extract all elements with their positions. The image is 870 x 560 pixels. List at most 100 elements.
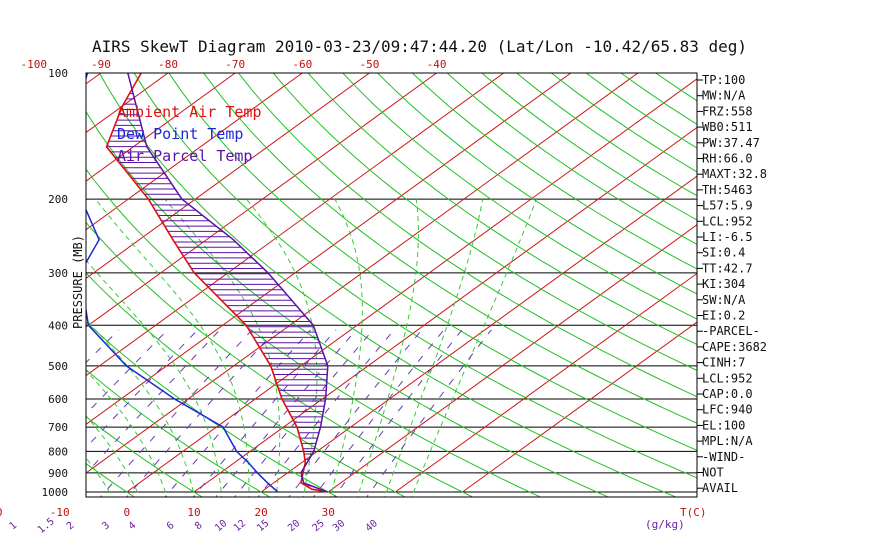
chart-title: AIRS SkewT Diagram 2010-03-23/09:47:44.2… (92, 37, 747, 56)
dry-adiabat-line (655, 73, 697, 102)
mixing-ratio-label: 4 (127, 520, 139, 532)
mixing-ratio-label: 1.5 (36, 516, 57, 536)
top-temp-tick-label: -60 (292, 58, 312, 71)
moist-adiabat-line (164, 198, 281, 497)
dry-adiabat-line (86, 221, 474, 497)
mixing-ratio-line (366, 329, 492, 497)
index-value: MAXT:32.8 (702, 167, 767, 181)
index-value: AVAIL (702, 481, 738, 495)
legend-entry: Dew Point Temp (117, 125, 243, 143)
bottom-temp-tick-label: -20 (0, 506, 3, 519)
dry-adiabat-line (86, 272, 407, 497)
moist-adiabat-line (86, 369, 168, 497)
mixing-ratio-label: 8 (193, 520, 205, 532)
index-value: CAPE:3682 (702, 340, 767, 354)
pressure-tick-label: 600 (48, 393, 68, 406)
moist-adiabat-line (357, 199, 420, 497)
mixing-ratio-line (233, 329, 374, 497)
isotherm-line (86, 73, 236, 182)
dry-adiabat-line (86, 110, 610, 497)
isotherm-line (462, 321, 697, 493)
moist-adiabat-line (411, 198, 537, 497)
index-value: WB0:511 (702, 120, 753, 134)
pressure-tick-label: 200 (48, 193, 68, 206)
isotherm-line (126, 78, 697, 493)
pressure-tick-label: 900 (48, 467, 68, 480)
legend-entry: Air Parcel Temp (117, 147, 252, 165)
isotherm-line (395, 272, 697, 493)
dry-adiabat-line (0, 73, 4, 501)
index-value: LCL:952 (702, 371, 753, 385)
dry-adiabat-line (86, 321, 339, 497)
pressure-axis-label: PRESSURE (MB) (71, 235, 85, 329)
pressure-tick-label: 300 (48, 267, 68, 280)
isotherm-line (193, 126, 697, 493)
index-value: NOT (702, 466, 724, 480)
dry-adiabat-line (272, 73, 697, 371)
moist-adiabat-line (384, 199, 484, 497)
mixing-ratio-label: 30 (331, 518, 347, 534)
moist-adiabat-line (95, 198, 250, 497)
dry-adiabat-line (446, 73, 697, 245)
mixing-ratio-line (99, 329, 253, 497)
top-temp-tick-label: -50 (359, 58, 379, 71)
dry-adiabat-line (203, 73, 697, 424)
dry-adiabat-line (342, 73, 697, 320)
index-value: SI:0.4 (702, 246, 745, 260)
mixing-ratio-line (86, 329, 169, 415)
mixing-ratio-line (164, 329, 311, 497)
top-temp-tick-label: -100 (21, 58, 48, 71)
mixing-ratio-label: 10 (213, 518, 229, 534)
dry-adiabat-line (133, 73, 697, 479)
pressure-tick-label: 800 (48, 445, 68, 458)
mixing-ratio-line (86, 329, 199, 449)
mixing-ratio-label: 1 (7, 520, 19, 532)
moist-adiabat-line (329, 198, 363, 497)
moist-adiabat-line (0, 199, 7, 501)
index-value: TH:5463 (702, 183, 753, 197)
mixing-ratio-line (288, 329, 423, 497)
bottom-temp-tick-label: 0 (124, 506, 131, 519)
mixing-ratio-line (192, 329, 337, 497)
pressure-tick-label: 400 (48, 319, 68, 332)
index-value: MPL:N/A (702, 434, 753, 448)
isotherm-line (86, 73, 303, 231)
dry-adiabat-line (516, 73, 697, 197)
legend-entry: Ambient Air Temp (117, 103, 262, 121)
index-value: EL:100 (702, 418, 745, 432)
index-value: -PARCEL- (702, 324, 760, 338)
index-value: FRZ:558 (702, 104, 753, 118)
dry-adiabat-line (411, 73, 697, 270)
dry-adiabat-line (86, 369, 271, 497)
index-value: KI:304 (702, 277, 745, 291)
bottom-temp-tick-label: 30 (322, 506, 335, 519)
series-air-parcel-temp (127, 73, 329, 493)
index-value: -WIND- (702, 450, 745, 464)
moist-adiabat-line (86, 318, 195, 497)
index-value: CAP:0.0 (702, 387, 753, 401)
mixing-ratio-line (257, 329, 395, 497)
isotherm-line (86, 73, 370, 280)
moist-adiabat-line (0, 199, 34, 501)
mixing-ratio-label: 40 (364, 518, 380, 534)
moist-adiabat-line (86, 259, 223, 497)
mixing-ratio-line (312, 329, 445, 497)
top-temp-tick-label: -80 (158, 58, 178, 71)
dry-adiabat-line (0, 73, 72, 501)
dry-adiabat-line (86, 416, 204, 497)
mixing-ratio-line (0, 330, 17, 501)
pressure-tick-label: 100 (48, 67, 68, 80)
dry-adiabat-line (481, 73, 697, 221)
index-value: PW:37.47 (702, 136, 760, 150)
index-value: LCL:952 (702, 214, 753, 228)
series-dew-point-temp (86, 73, 279, 493)
bottom-temp-tick-label: -10 (50, 506, 70, 519)
mixing-ratio-label: 25 (311, 518, 327, 534)
pressure-tick-label: 500 (48, 360, 68, 373)
index-value: CINH:7 (702, 356, 745, 370)
dry-adiabat-line (86, 168, 542, 497)
plot-frame (85, 72, 698, 498)
top-temp-tick-label: -40 (427, 58, 447, 71)
bottom-temp-tick-label: 10 (187, 506, 200, 519)
isotherm-line (86, 73, 572, 425)
